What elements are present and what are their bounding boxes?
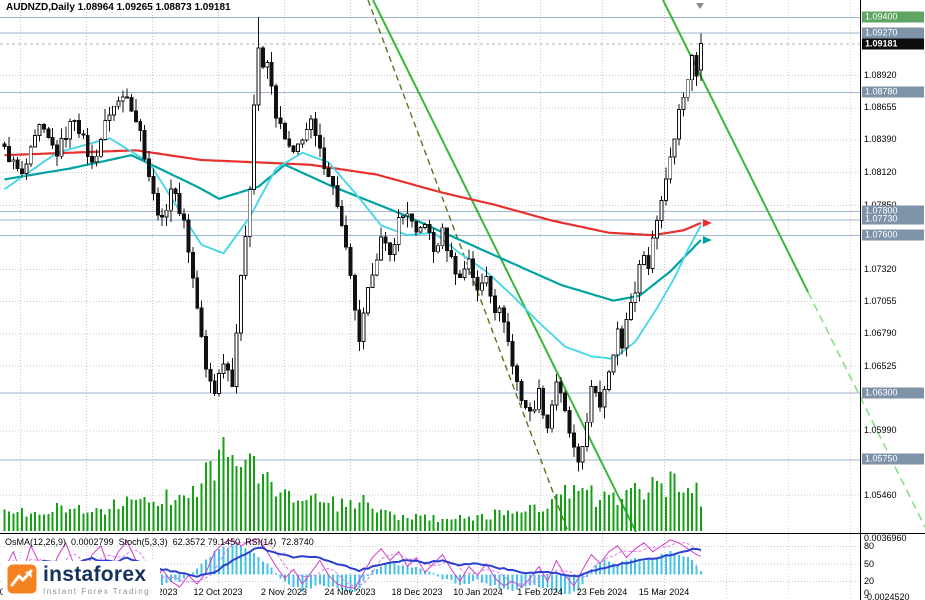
price-axis-label: 1.08120 (864, 167, 897, 178)
price-axis-label: 1.08390 (864, 134, 897, 145)
stochastic-lines (4, 538, 702, 589)
osma-max-label: 0.0036960 (864, 533, 907, 543)
price-axis-label: 1.06525 (864, 360, 897, 371)
logo-brand-text: instaforex (43, 563, 147, 586)
price-level-tag: 1.08780 (862, 86, 924, 98)
stoch-tick-label: 0 (864, 588, 870, 598)
rsi-line (4, 546, 702, 578)
logo-tagline: Instant Forex Trading (43, 587, 151, 596)
stoch-tick-label: 80 (864, 540, 875, 551)
stoch-values: 62.3572 79.1450 (172, 537, 241, 547)
date-label: 1 Feb 2024 (517, 587, 563, 597)
rsi-value: 72.8740 (281, 537, 314, 547)
chart-shift-marker-icon (696, 3, 704, 9)
date-label: 24 Nov 2023 (324, 587, 376, 597)
date-label: 10 Jan 2024 (453, 587, 503, 597)
stoch-d-line (4, 541, 702, 588)
price-level-tag: 1.07730 (862, 213, 924, 225)
price-axis-label: 1.07320 (864, 264, 897, 275)
ma-slow-red (4, 149, 712, 237)
instaforex-logo-icon (7, 564, 37, 594)
price-axis-label: 1.08920 (864, 70, 897, 81)
descending-channel-upper-extension (807, 291, 925, 528)
price-axis-label: 1.07850 (864, 200, 897, 210)
price-level-tag: 1.07600 (862, 229, 924, 241)
date-label: 2 Nov 2023 (260, 587, 308, 597)
ma-medium-teal-arrow (702, 236, 712, 244)
ma-slow-red-arrow (702, 219, 712, 228)
price-axis-label: 1.08655 (864, 102, 897, 113)
price-level-tag: 1.07800 (862, 205, 924, 217)
date-label: 18 Dec 2023 (391, 587, 443, 597)
rsi-name: RSI(14) (245, 537, 277, 547)
price-level-tag: 1.05750 (862, 453, 924, 465)
support-resistance-lines (0, 16, 860, 461)
osma-name: OsMA(12,26,9) (5, 537, 67, 547)
trendlines-layer (367, 0, 925, 533)
chart-title: AUDNZD,Daily 1.08964 1.09265 1.08873 1.0… (6, 2, 231, 13)
price-axis-label: 1.05460 (864, 489, 897, 500)
grid-layer (0, 0, 860, 599)
price-level-tag: 1.06300 (862, 387, 924, 399)
price-level-tag: 1.09270 (862, 27, 924, 39)
candles-layer (2, 16, 703, 472)
stoch-k-line (4, 538, 702, 589)
stoch-tick-label: 20 (864, 576, 875, 587)
ma-medium-teal (4, 154, 712, 302)
date-label: 23 Feb 2024 (576, 587, 628, 597)
price-axis-label: 1.05990 (864, 425, 897, 436)
osma-value: 0.0002799 (71, 537, 114, 547)
volume-bars (3, 437, 702, 531)
ma-fast-cyan (3, 137, 702, 360)
price-axis-label: 1.07055 (864, 296, 897, 307)
date-label: 12 Oct 2023 (193, 587, 243, 597)
date-label: 15 Mar 2024 (638, 587, 690, 597)
instaforex-logo: instaforex Instant Forex Trading (3, 561, 161, 598)
indicator-values-label: OsMA(12,26,9) 0.0002799 Stoch(5,3,3) 62.357… (5, 537, 319, 547)
osma-min-label: -0.0024520 (864, 592, 910, 600)
descending-channel-lower-line (372, 0, 637, 533)
logo-text-block: instaforex Instant Forex Trading (43, 563, 151, 597)
price-axis-label: 1.06790 (864, 328, 897, 339)
price-level-tag: 1.09400 (862, 11, 924, 23)
descending-channel-upper-line (662, 0, 809, 293)
stoch-name: Stoch(5,3,3) (118, 537, 168, 547)
stoch-tick-label: 50 (864, 558, 875, 569)
current-price-tag: 1.09181 (862, 38, 924, 49)
